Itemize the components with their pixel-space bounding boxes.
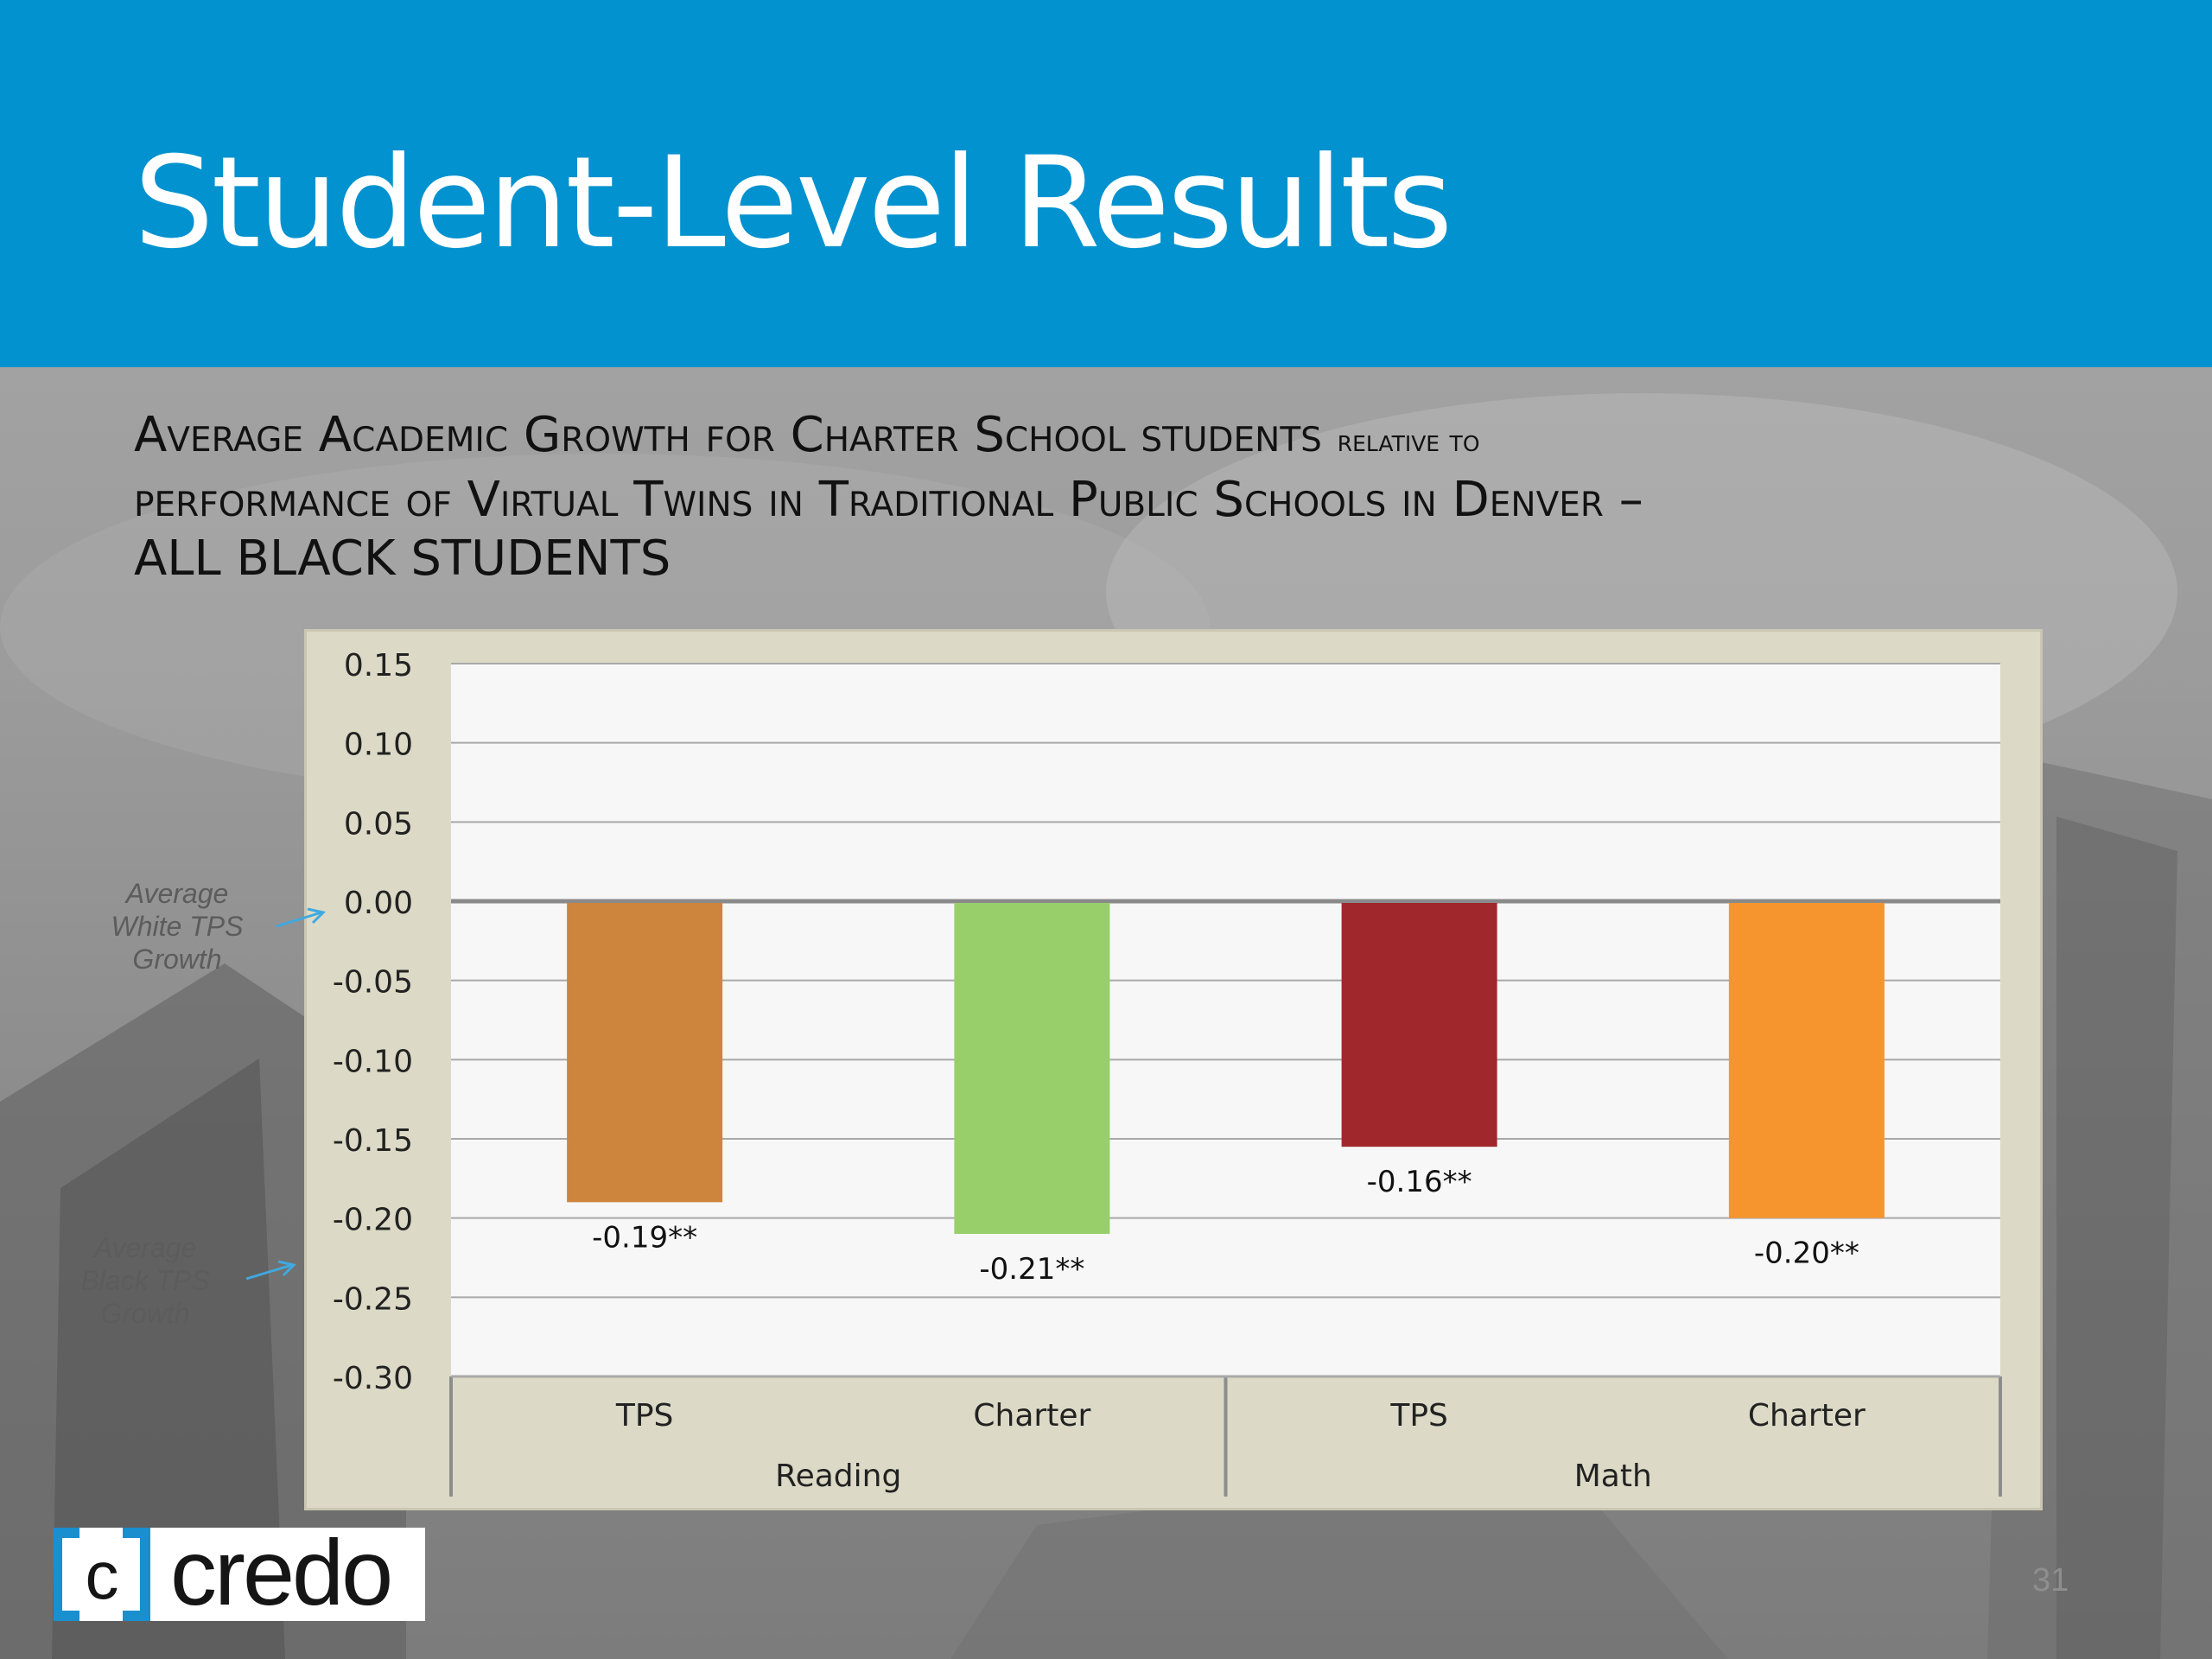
slide-title: Student-Level Results (134, 130, 1452, 276)
y-tick-label: 0.00 (344, 886, 413, 921)
bar-1 (954, 903, 1110, 1234)
arrow-black-tps-head (277, 1260, 296, 1277)
x-category-label: TPS (1389, 1398, 1448, 1433)
chart-title-line-3: ALL BLACK STUDENTS (134, 531, 671, 587)
data-label: -0.20** (1754, 1236, 1859, 1271)
y-tick-label: -0.25 (333, 1281, 413, 1317)
annotation-white-line-2: White TPS (111, 911, 244, 942)
x-group-label: Reading (775, 1459, 901, 1494)
bar-2 (1341, 903, 1497, 1147)
page-number: 31 (2032, 1562, 2069, 1599)
bar-3 (1728, 903, 1885, 1218)
arrow-white-tps-head (307, 907, 326, 925)
y-tick-label: -0.15 (333, 1123, 413, 1159)
annotation-black-line-1: Average (93, 1232, 197, 1263)
y-tick-label: -0.20 (333, 1203, 413, 1238)
chart-title-line-1a: Average Academic Growth for Charter Scho… (134, 407, 1322, 463)
credo-logo: c credo (52, 1522, 425, 1623)
chart-title: Average Academic Growth for Charter Scho… (134, 406, 2078, 588)
y-tick-label: 0.10 (344, 728, 413, 763)
header-band (0, 0, 2212, 367)
data-label: -0.21** (979, 1252, 1084, 1287)
data-label: -0.16** (1367, 1165, 1472, 1199)
arrow-black-tps (245, 1263, 293, 1281)
arrow-white-tps (276, 911, 322, 928)
annotation-white-line-3: Growth (132, 944, 222, 975)
y-tick-label: -0.05 (333, 965, 413, 1001)
data-label: -0.19** (592, 1220, 697, 1255)
annotation-black-line-3: Growth (100, 1298, 190, 1329)
annotation-white-tps: Average White TPS Growth (91, 877, 264, 976)
y-tick-label: -0.30 (333, 1361, 413, 1396)
annotation-black-line-2: Black TPS (80, 1265, 210, 1296)
svg-text:c: c (86, 1537, 119, 1613)
chart-title-line-1b: relative to (1337, 423, 1480, 459)
x-category-label: Charter (1748, 1398, 1866, 1433)
credo-bracket-icon: c (52, 1528, 150, 1621)
bar-0 (567, 903, 723, 1203)
x-category-label: Charter (973, 1398, 1090, 1433)
y-tick-label: 0.15 (344, 648, 413, 683)
annotation-black-tps: Average Black TPS Growth (59, 1231, 232, 1330)
y-tick-label: 0.05 (344, 806, 413, 842)
y-tick-label: -0.10 (333, 1044, 413, 1079)
logo-text: credo (170, 1520, 393, 1624)
x-group-label: Math (1574, 1459, 1652, 1494)
annotation-white-line-1: Average (125, 878, 229, 909)
x-category-label: TPS (615, 1398, 674, 1433)
chart-title-line-2: performance of Virtual Twins in Traditio… (134, 472, 1643, 528)
chart-title-line-1: Average Academic Growth for Charter Scho… (134, 406, 2078, 471)
